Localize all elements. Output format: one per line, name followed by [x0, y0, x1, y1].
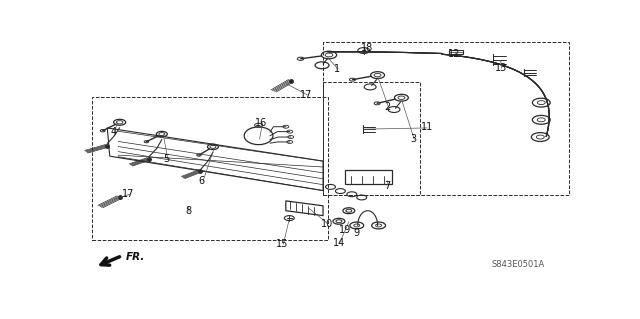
- Text: 5: 5: [164, 154, 170, 164]
- Text: 12: 12: [448, 49, 461, 59]
- Text: 14: 14: [333, 238, 345, 249]
- Text: S843E0501A: S843E0501A: [492, 260, 545, 269]
- Text: 10: 10: [321, 219, 333, 229]
- Text: 16: 16: [255, 118, 267, 128]
- Text: 3: 3: [410, 135, 417, 145]
- Text: 17: 17: [300, 90, 312, 100]
- Text: 8: 8: [185, 206, 191, 217]
- Text: 4: 4: [111, 127, 116, 137]
- Text: FR.: FR.: [126, 252, 145, 263]
- Text: 13: 13: [495, 63, 507, 73]
- Text: 6: 6: [198, 176, 205, 186]
- Text: 2: 2: [385, 102, 390, 112]
- Text: 11: 11: [421, 122, 433, 132]
- Text: 15: 15: [276, 239, 289, 249]
- Text: 17: 17: [122, 189, 135, 199]
- Text: 7: 7: [385, 181, 390, 191]
- Text: 18: 18: [360, 43, 373, 53]
- Text: 1: 1: [334, 64, 340, 74]
- Text: 19: 19: [339, 225, 351, 235]
- Text: 9: 9: [354, 228, 360, 238]
